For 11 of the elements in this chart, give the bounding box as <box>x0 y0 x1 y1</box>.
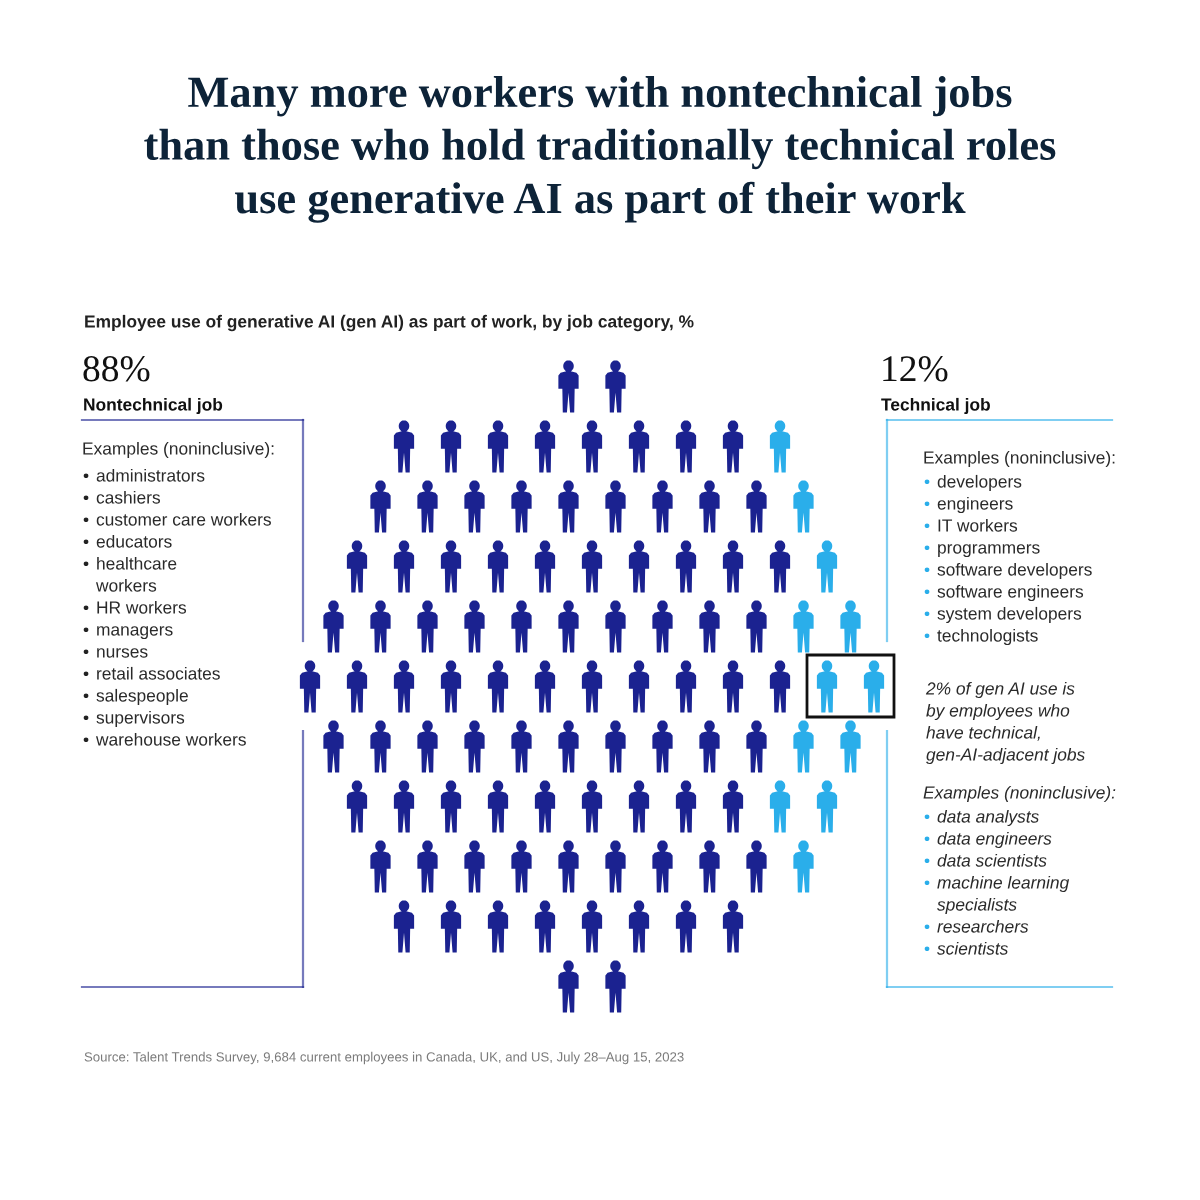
text: Employee use of generative AI (gen AI) as part of work, by job category, % <box>85 314 694 332</box>
data-label: 88% <box>83 356 150 382</box>
source-note: Source: Talent Trends Survey, 9,684 current employees in Canada, UK, and US, July 28–Aug 15, 2023 <box>84 1051 684 1065</box>
category-label: Nontechnical job <box>84 397 223 415</box>
data-label: 12% <box>883 356 948 382</box>
text: Many more workers with nontechnical jobs than those who hold traditionally technical roles use generative AI as part of their work <box>144 76 1056 223</box>
text: 2% of gen AI use is by employees who have technical, gen-AI-adjacent jobs <box>925 681 1085 765</box>
text: Examples (noninclusive): • administrators • cashiers • customer care workers • educators • healthcare workers • HR workers • managers • nurses • retail associates • salespeople • supervisors • warehouse workers <box>83 441 274 746</box>
category-label: Technical job <box>881 397 990 415</box>
text: Examples (noninclusive): • developers • engineers • IT workers • programmers • software developers • software engineers • system developers • technologists <box>924 450 1115 646</box>
text: Examples (noninclusive): • data analysts • data engineers • data scientists • machine learning specialists • researchers • scientists <box>923 785 1116 955</box>
